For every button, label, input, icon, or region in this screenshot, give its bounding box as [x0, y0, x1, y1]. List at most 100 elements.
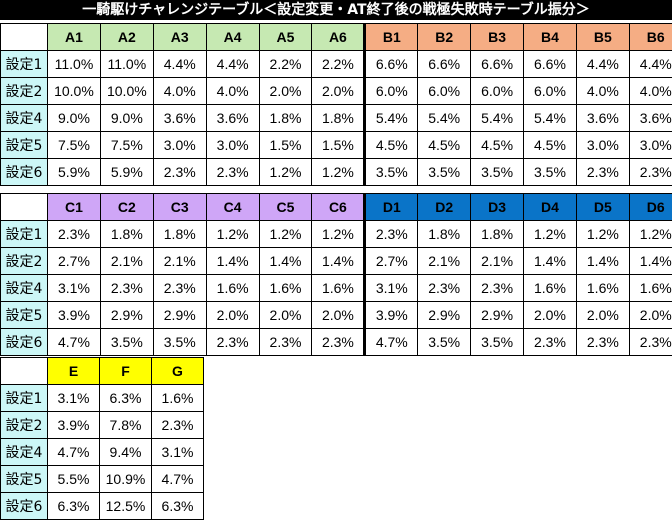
table-cell: 2.9%	[153, 302, 206, 329]
corner-cell	[1, 194, 48, 221]
column-header: D2	[418, 194, 471, 221]
table-cell: 1.6%	[629, 275, 672, 302]
table-cell: 1.5%	[312, 132, 365, 159]
table-cell: 1.2%	[259, 159, 312, 186]
table-cell: 2.3%	[576, 159, 629, 186]
table-cell: 4.7%	[48, 329, 101, 356]
column-header: C3	[153, 194, 206, 221]
table-cell: 9.4%	[100, 439, 152, 466]
table-cell: 1.6%	[576, 275, 629, 302]
table-cell: 1.6%	[152, 385, 204, 412]
table-cell: 2.7%	[365, 248, 418, 275]
column-header: C6	[312, 194, 365, 221]
table-cell: 2.0%	[259, 302, 312, 329]
table-cell: 5.4%	[471, 105, 524, 132]
table-cell: 3.5%	[418, 159, 471, 186]
table-cell: 2.3%	[365, 221, 418, 248]
table-cell: 5.4%	[524, 105, 577, 132]
table-cell: 3.5%	[418, 329, 471, 356]
table-cell: 2.1%	[418, 248, 471, 275]
table-cell: 1.4%	[259, 248, 312, 275]
corner-cell	[1, 358, 48, 385]
table-cell: 3.6%	[153, 105, 206, 132]
table-cell: 2.9%	[418, 302, 471, 329]
row-label: 設定4	[1, 439, 48, 466]
table-cell: 2.7%	[48, 248, 101, 275]
table-cell: 10.9%	[100, 466, 152, 493]
page-title: 一騎駆けチャレンジテーブル＜設定変更・AT終了後の戦極失敗時テーブル振分＞	[0, 0, 672, 20]
table-cell: 3.5%	[471, 159, 524, 186]
row-label: 設定5	[1, 302, 48, 329]
column-header: D5	[576, 194, 629, 221]
table-cell: 1.2%	[524, 221, 577, 248]
table-cell: 2.3%	[100, 275, 153, 302]
row-label: 設定2	[1, 248, 48, 275]
table-cell: 3.0%	[576, 132, 629, 159]
table-cell: 1.4%	[629, 248, 672, 275]
table-cell: 1.4%	[206, 248, 259, 275]
table-cell: 2.3%	[576, 329, 629, 356]
table-cell: 2.3%	[153, 275, 206, 302]
table-cell: 2.3%	[524, 329, 577, 356]
table-cell: 2.3%	[48, 221, 101, 248]
table-cell: 2.3%	[206, 329, 259, 356]
table-cell: 6.0%	[365, 78, 418, 105]
table-cell: 3.6%	[206, 105, 259, 132]
column-header: B2	[418, 24, 471, 51]
column-header: B1	[365, 24, 418, 51]
table-cell: 1.2%	[206, 221, 259, 248]
table-cell: 2.1%	[153, 248, 206, 275]
table-cell: 4.4%	[206, 51, 259, 78]
row-label: 設定1	[1, 385, 48, 412]
column-header: D4	[524, 194, 577, 221]
column-header: A4	[206, 24, 259, 51]
table-cell: 6.6%	[524, 51, 577, 78]
table-cell: 2.3%	[629, 329, 672, 356]
table-cell: 3.6%	[629, 105, 672, 132]
column-header: A3	[153, 24, 206, 51]
table-cell: 4.0%	[206, 78, 259, 105]
table-cell: 3.9%	[365, 302, 418, 329]
column-header: C1	[48, 194, 101, 221]
table-cell: 5.4%	[365, 105, 418, 132]
table-cell: 3.1%	[365, 275, 418, 302]
table-cell: 3.5%	[365, 159, 418, 186]
table-cell: 7.8%	[100, 412, 152, 439]
table-cell: 1.2%	[259, 221, 312, 248]
table-cell: 4.0%	[576, 78, 629, 105]
row-label: 設定2	[1, 412, 48, 439]
table-cell: 3.5%	[100, 329, 153, 356]
table-cell: 10.0%	[48, 78, 101, 105]
table-cell: 3.1%	[152, 439, 204, 466]
table-cell: 9.0%	[100, 105, 153, 132]
table-cell: 6.0%	[418, 78, 471, 105]
table-cell: 2.3%	[312, 329, 365, 356]
table-cell: 1.8%	[418, 221, 471, 248]
column-header: B4	[524, 24, 577, 51]
table-cell: 2.3%	[418, 275, 471, 302]
column-header: C5	[259, 194, 312, 221]
table-cell: 9.0%	[48, 105, 101, 132]
table-cell: 3.5%	[524, 159, 577, 186]
table-cell: 1.2%	[312, 221, 365, 248]
column-header: F	[100, 358, 152, 385]
table-cell: 1.8%	[259, 105, 312, 132]
table-cell: 2.0%	[259, 78, 312, 105]
column-header: B5	[576, 24, 629, 51]
table-cell: 11.0%	[48, 51, 101, 78]
table-cell: 4.7%	[152, 466, 204, 493]
table-cell: 5.9%	[48, 159, 101, 186]
table-cell: 1.2%	[312, 159, 365, 186]
